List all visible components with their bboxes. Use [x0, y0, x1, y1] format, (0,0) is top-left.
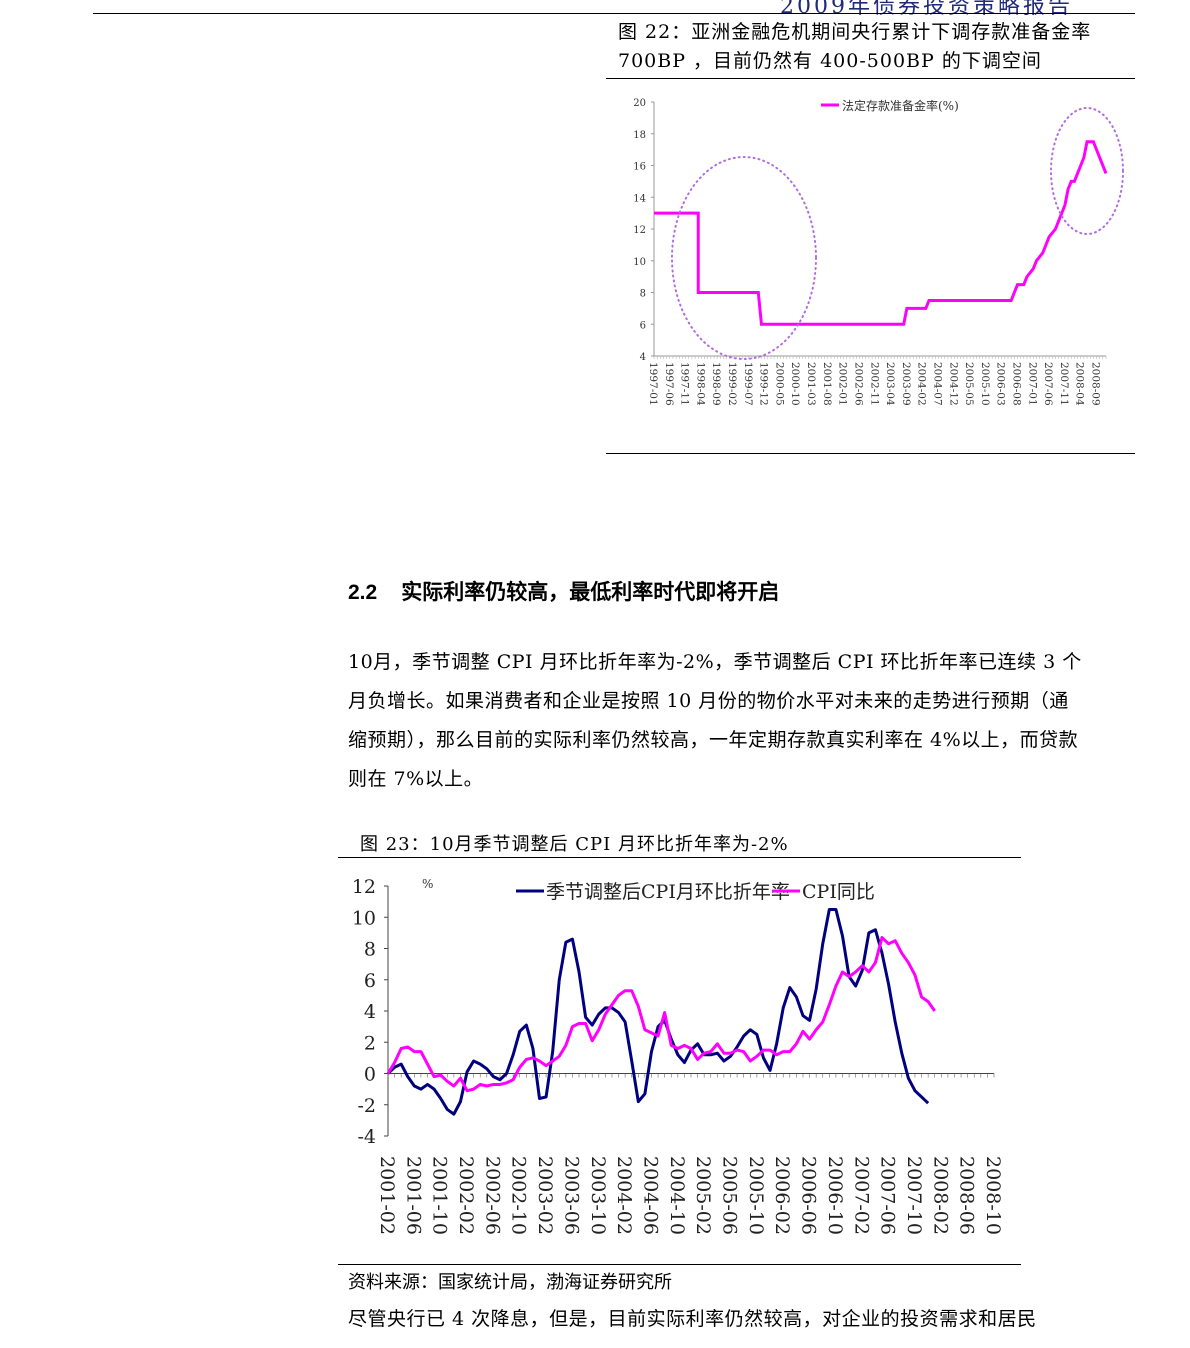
- x-tick-label: 2004-12: [947, 362, 959, 406]
- x-tick-label: 2008-02: [929, 1156, 951, 1235]
- x-tick-label: 2004-10: [666, 1156, 688, 1235]
- x-tick-label: 2002-06: [852, 362, 864, 406]
- x-tick-label: 2005-10: [979, 362, 991, 406]
- company-logo: [100, 0, 300, 6]
- figure22-bottom-rule: [606, 453, 1135, 454]
- highlight-ellipse-2008: [1050, 107, 1124, 235]
- x-tick-label: 2001-06: [402, 1156, 424, 1235]
- x-tick-label: 2001-10: [429, 1156, 451, 1235]
- x-tick-label: 2002-10: [508, 1156, 530, 1235]
- x-tick-label: 1999-02: [726, 362, 738, 406]
- x-tick-label: 2006-03: [995, 362, 1007, 406]
- y-tick-label: 10: [352, 907, 376, 929]
- x-tick-label: 2005-02: [692, 1156, 714, 1235]
- series-line-sa-cpi-mom: [386, 907, 930, 1116]
- x-tick-label: 2000-05: [773, 362, 785, 406]
- y-tick-label: -4: [357, 1126, 376, 1148]
- x-tick-label: 2003-02: [534, 1156, 556, 1235]
- x-tick-label: 2001-08: [821, 362, 833, 406]
- x-tick-label: 1997-01: [647, 362, 659, 406]
- x-tick-label: 1998-09: [710, 362, 722, 406]
- paragraph-real-interest: 10月，季节调整 CPI 月环比折年率为-2%，季节调整后 CPI 环比折年率已…: [348, 651, 1082, 790]
- x-tick-label: 2002-11: [868, 362, 880, 406]
- y-tick-label: 2: [364, 1032, 376, 1054]
- x-tick-label: 2005-06: [719, 1156, 741, 1235]
- series-line-cpi-yoy: [386, 936, 936, 1093]
- x-tick-label: 1999-07: [742, 362, 754, 406]
- y-tick-label: 0: [364, 1064, 376, 1086]
- x-tick-label: 2003-10: [587, 1156, 609, 1235]
- figure22-title: 图 22：亚洲金融危机期间央行累计下调存款准备金率700BP ，目前仍然有 40…: [618, 21, 1092, 72]
- y-tick-label: 16: [633, 162, 646, 173]
- x-tick-label: 2004-02: [916, 362, 928, 406]
- y-tick-label: 20: [633, 98, 646, 109]
- paragraph-rate-cuts: 尽管央行已 4 次降息，但是，目前实际利率仍然较高，对企业的投资需求和居民: [348, 1308, 1037, 1330]
- figure23-top-rule: [338, 857, 1021, 858]
- y-tick-label: 8: [640, 289, 646, 300]
- y-tick-label: 6: [640, 320, 646, 331]
- y-tick-label: 6: [364, 970, 376, 992]
- y-tick-label: 10: [633, 257, 646, 268]
- report-header-title: 2009年债券投资策略报告: [780, 0, 1073, 19]
- x-tick-label: 2008-10: [982, 1156, 1004, 1235]
- x-tick-label: 2001-02: [376, 1156, 398, 1235]
- y-tick-label: -2: [357, 1095, 376, 1117]
- x-tick-label: 2003-09: [900, 362, 912, 406]
- y-tick-label: 12: [352, 876, 376, 898]
- x-tick-label: 2007-11: [1058, 362, 1070, 406]
- x-tick-label: 2005-05: [963, 362, 975, 406]
- x-tick-label: 2004-06: [639, 1156, 661, 1235]
- x-tick-label: 2003-06: [560, 1156, 582, 1235]
- source-note: 资料来源：国家统计局，渤海证券研究所: [348, 1272, 672, 1293]
- series-line-reserve-ratio: [654, 140, 1108, 326]
- x-tick-label: 2007-10: [903, 1156, 925, 1235]
- x-tick-label: 2006-08: [1010, 362, 1022, 406]
- figure22-top-rule: [606, 78, 1135, 79]
- x-tick-label: 2004-02: [613, 1156, 635, 1235]
- x-tick-label: 2008-09: [1090, 362, 1102, 406]
- x-tick-label: 2007-06: [1042, 362, 1054, 406]
- x-tick-label: 2006-02: [771, 1156, 793, 1235]
- section-title: 实际利率仍较高，最低利率时代即将开启: [401, 579, 780, 604]
- legend-label: 季节调整后CPI月环比折年率: [546, 881, 790, 903]
- section-heading: 2.2 实际利率仍较高，最低利率时代即将开启: [348, 576, 779, 606]
- x-tick-label: 2004-07: [931, 362, 943, 406]
- y-tick-label: 18: [633, 130, 646, 141]
- x-tick-label: 2008-04: [1074, 362, 1086, 406]
- x-tick-label: 2007-01: [1026, 362, 1038, 406]
- x-tick-label: 2002-02: [455, 1156, 477, 1235]
- figure23-title: 图 23：10月季节调整后 CPI 月环比折年率为-2%: [360, 834, 789, 855]
- y-tick-label: 12: [633, 225, 646, 236]
- figure23-bottom-rule: [338, 1264, 1021, 1265]
- x-tick-label: 1998-04: [694, 362, 706, 406]
- x-tick-label: 2006-06: [798, 1156, 820, 1235]
- y-tick-label: 4: [640, 352, 646, 363]
- header-rule: [93, 13, 1135, 14]
- x-tick-label: 1997-06: [663, 362, 675, 406]
- y-tick-label: 8: [364, 939, 376, 961]
- y-tick-label: 14: [633, 193, 646, 204]
- x-tick-label: 2006-10: [824, 1156, 846, 1235]
- y-tick-label: 4: [364, 1001, 376, 1023]
- x-tick-label: 2002-01: [837, 362, 849, 406]
- x-tick-label: 2005-10: [745, 1156, 767, 1235]
- section-number: 2.2: [348, 581, 378, 604]
- legend-label: CPI同比: [802, 881, 875, 903]
- highlight-ellipse-1998: [671, 156, 817, 360]
- x-tick-label: 2002-06: [481, 1156, 503, 1235]
- legend-label: 法定存款准备金率(%): [842, 98, 959, 113]
- x-tick-label: 2000-10: [789, 362, 801, 406]
- unit-label: %: [422, 877, 433, 891]
- x-tick-label: 2007-02: [850, 1156, 872, 1235]
- x-tick-label: 2001-03: [805, 362, 817, 406]
- x-tick-label: 2008-06: [956, 1156, 978, 1235]
- x-tick-label: 2007-06: [877, 1156, 899, 1235]
- x-tick-label: 1999-12: [758, 362, 770, 406]
- x-tick-label: 1997-11: [679, 362, 691, 406]
- x-tick-label: 2003-04: [884, 362, 896, 406]
